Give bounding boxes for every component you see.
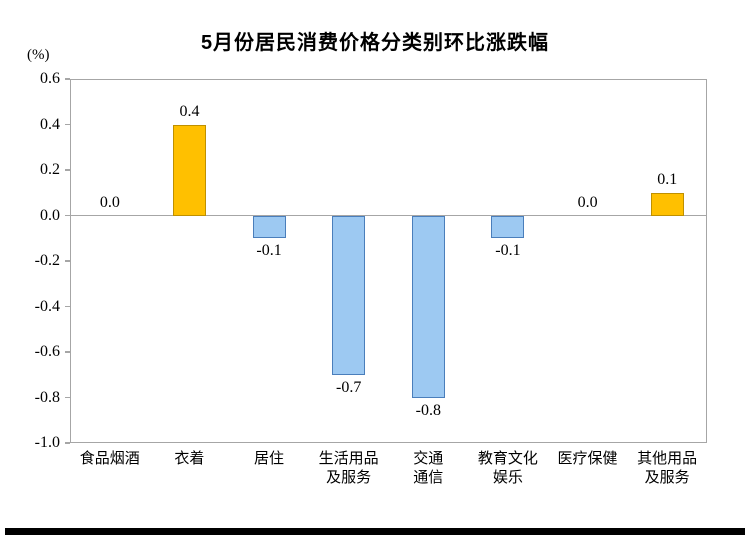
bar-negative	[252, 215, 286, 239]
y-tick-label: 0.6	[40, 70, 60, 87]
category-label-line: 居住	[254, 451, 285, 467]
category-label-line: 衣着	[174, 451, 205, 467]
value-label: -0.8	[415, 401, 441, 419]
value-label: -0.1	[495, 242, 521, 260]
y-tick-label: -0.2	[34, 252, 60, 269]
bar-positive	[650, 192, 684, 216]
category-label-line: 食品烟酒	[79, 451, 140, 467]
category-label: 居住	[229, 450, 309, 469]
y-axis-unit-label: (%)	[27, 47, 50, 63]
plot-area	[70, 79, 707, 443]
value-label: 0.0	[577, 193, 598, 211]
y-tick-label: 0.4	[40, 115, 60, 133]
category-label-line: 通信	[413, 470, 444, 486]
zero-axis-line	[70, 214, 707, 217]
y-tick-mark	[65, 78, 70, 80]
y-tick-mark	[65, 396, 70, 399]
y-tick-mark	[65, 123, 70, 126]
category-label: 生活用品 及服务	[309, 450, 389, 488]
category-label: 交通 通信	[389, 450, 469, 488]
value-label: -0.7	[336, 378, 362, 396]
category-label-line: 生活用品	[318, 451, 379, 467]
y-tick-mark	[65, 442, 70, 444]
footer-divider-bar	[5, 528, 745, 535]
value-label: 0.1	[657, 170, 678, 188]
category-label-line: 娱乐	[492, 470, 523, 486]
category-label: 教育文化 娱乐	[468, 450, 548, 488]
bar-negative	[491, 215, 525, 239]
bar-negative	[411, 215, 445, 398]
value-label: 0.0	[99, 193, 120, 211]
category-label-line: 及服务	[326, 470, 372, 486]
y-tick-mark	[65, 214, 70, 217]
y-tick-label: 0.2	[40, 161, 60, 178]
y-tick-label: -0.6	[34, 343, 60, 360]
category-label-line: 交通	[413, 451, 444, 467]
y-tick-label: -0.4	[34, 297, 60, 315]
bar-positive	[172, 124, 206, 216]
category-label-line: 及服务	[644, 470, 690, 486]
y-tick-mark	[65, 260, 70, 262]
y-tick-label: 0.0	[40, 206, 60, 224]
y-tick-mark	[65, 305, 70, 308]
chart-title: 5月份居民消费价格分类别环比涨跌幅	[200, 32, 550, 54]
y-tick-mark	[65, 169, 70, 171]
bar-negative	[332, 215, 366, 375]
value-label: -0.1	[256, 242, 282, 260]
category-label: 食品烟酒	[70, 450, 150, 469]
category-label-line: 教育文化	[477, 451, 538, 467]
category-label-line: 其他用品	[637, 451, 698, 467]
category-label: 衣着	[150, 450, 230, 469]
value-label: 0.4	[179, 102, 200, 120]
y-tick-mark	[65, 351, 70, 353]
category-label: 其他用品 及服务	[627, 450, 707, 488]
category-label-line: 医疗保健	[557, 451, 618, 467]
y-tick-label: -1.0	[34, 434, 60, 451]
y-tick-label: -0.8	[34, 388, 60, 406]
category-label: 医疗保健	[548, 450, 628, 469]
